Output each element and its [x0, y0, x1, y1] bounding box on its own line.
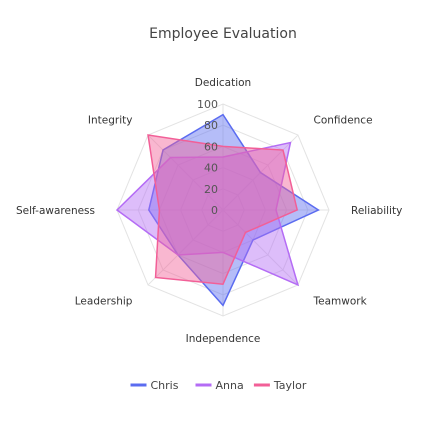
series-anna: [115, 141, 300, 287]
axis-label: Confidence: [314, 114, 373, 126]
legend-label: Taylor: [273, 379, 307, 392]
axis-label: Independence: [186, 333, 261, 345]
legend-item-taylor[interactable]: Taylor: [253, 379, 307, 392]
series-taylor: [147, 134, 299, 286]
series-layer: [115, 113, 320, 307]
grid-spoke: [147, 209, 224, 286]
tick-label: 60: [204, 140, 218, 153]
legend[interactable]: Chris Anna Taylor: [130, 379, 307, 392]
legend-label: Anna: [216, 379, 244, 392]
axis-label: Reliability: [351, 205, 402, 217]
grid-spoke: [147, 134, 224, 211]
legend-item-anna[interactable]: Anna: [195, 379, 244, 392]
radial-ticks: 0 20 40 60 80 100: [197, 98, 218, 217]
axis-label: Self-awareness: [16, 205, 95, 217]
legend-item-chris[interactable]: Chris: [130, 379, 179, 392]
axis-label: Leadership: [75, 296, 133, 308]
grid-spoke: [222, 209, 299, 286]
tick-label: 0: [211, 204, 218, 217]
axis-label: Dedication: [195, 77, 251, 89]
axis-labels: Dedication Confidence Reliability Teamwork I…: [16, 77, 402, 345]
axis-label: Integrity: [88, 114, 133, 126]
tick-label: 20: [204, 183, 218, 196]
tick-label: 40: [204, 162, 218, 175]
tick-label: 100: [197, 98, 218, 111]
axis-label: Teamwork: [313, 296, 368, 308]
radar-grid: [116, 103, 330, 317]
chart-title: Employee Evaluation: [149, 26, 297, 42]
tick-label: 80: [204, 119, 218, 132]
legend-label: Chris: [151, 379, 179, 392]
